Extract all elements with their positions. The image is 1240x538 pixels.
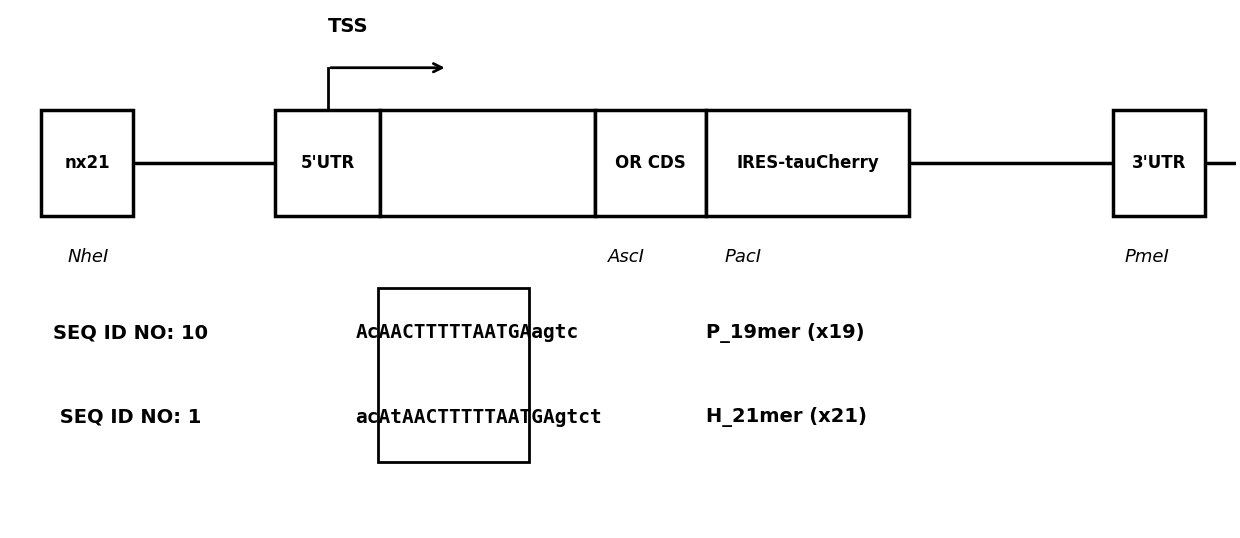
Text: NheI: NheI <box>67 248 109 266</box>
Text: SEQ ID NO: 1: SEQ ID NO: 1 <box>53 408 202 427</box>
Bar <box>41 110 134 216</box>
Text: 5'UTR: 5'UTR <box>300 154 355 172</box>
Text: PacI: PacI <box>724 248 761 266</box>
Text: OR CDS: OR CDS <box>615 154 686 172</box>
Bar <box>1112 110 1205 216</box>
Bar <box>275 110 379 216</box>
Bar <box>378 287 528 462</box>
Text: TSS: TSS <box>329 17 368 36</box>
Bar <box>595 110 707 216</box>
Text: AcAACTTTTTAATGAagtc: AcAACTTTTTAATGAagtc <box>355 323 578 342</box>
Text: P_19mer (x19): P_19mer (x19) <box>707 323 864 343</box>
Bar <box>379 110 595 216</box>
Text: nx21: nx21 <box>64 154 110 172</box>
Text: H_21mer (x21): H_21mer (x21) <box>707 407 867 427</box>
Text: AscI: AscI <box>608 248 645 266</box>
Bar <box>707 110 909 216</box>
Text: acAtAACTTTTTAATGAgtct: acAtAACTTTTTAATGAgtct <box>355 408 601 427</box>
Text: PmeI: PmeI <box>1125 248 1169 266</box>
Text: SEQ ID NO: 10: SEQ ID NO: 10 <box>53 323 208 342</box>
Text: 3'UTR: 3'UTR <box>1132 154 1185 172</box>
Text: IRES-tauCherry: IRES-tauCherry <box>737 154 879 172</box>
